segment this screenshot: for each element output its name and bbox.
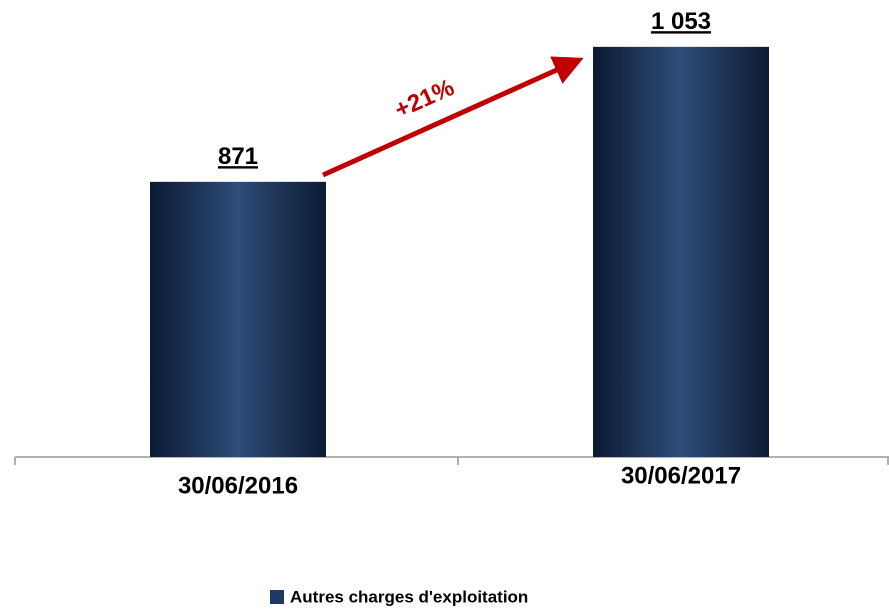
growth-arrow (321, 56, 584, 178)
value-label: 1 053 (651, 8, 711, 35)
x-tick-label: 30/06/2017 (621, 462, 741, 489)
legend-label: Autres charges d'exploitation (290, 587, 528, 606)
value-label: 871 (218, 143, 258, 170)
bar (593, 46, 769, 457)
x-tick-label: 30/06/2016 (178, 472, 298, 499)
bar (150, 181, 326, 457)
legend-swatch (270, 590, 284, 604)
